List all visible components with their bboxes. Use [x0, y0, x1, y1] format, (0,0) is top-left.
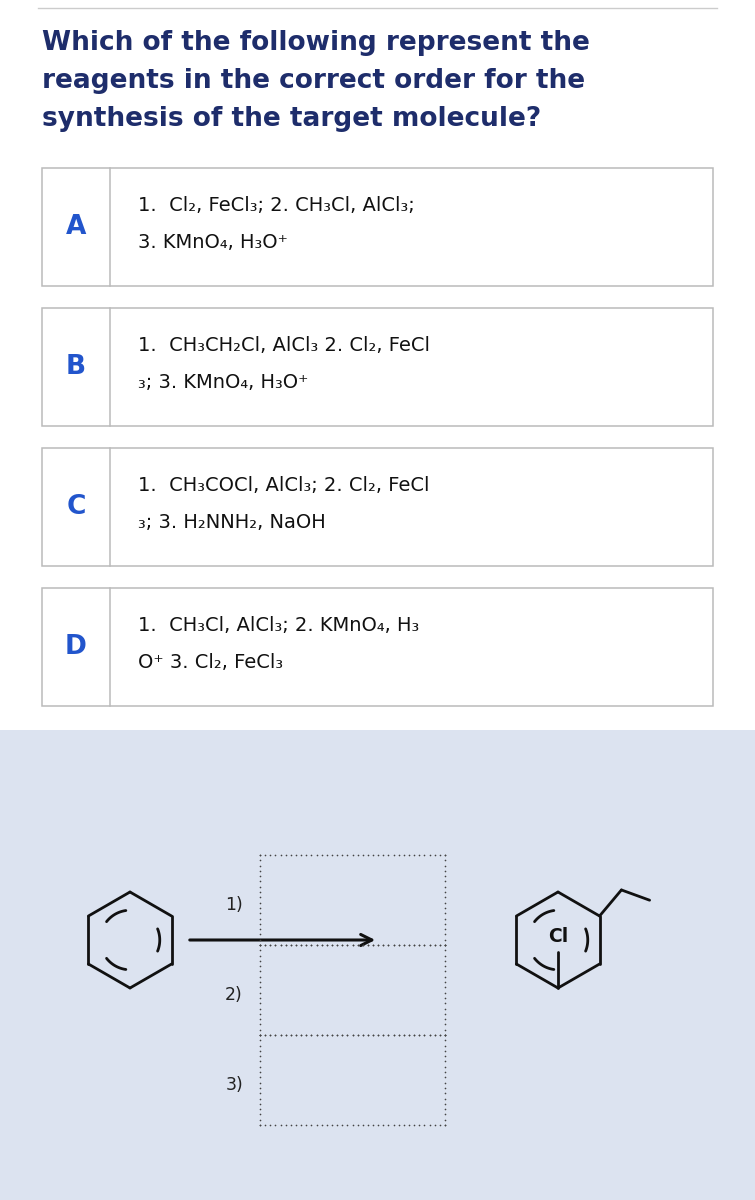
Text: 2): 2) [225, 985, 243, 1003]
Bar [42, 308, 713, 426]
Text: 3): 3) [225, 1075, 243, 1093]
Text: A: A [66, 214, 86, 240]
Bar [42, 448, 713, 566]
Text: Which of the following represent the: Which of the following represent the [42, 30, 590, 56]
Text: 1.  Cl₂, FeCl₃; 2. CH₃Cl, AlCl₃;: 1. Cl₂, FeCl₃; 2. CH₃Cl, AlCl₃; [138, 197, 414, 215]
Text: ₃; 3. H₂NNH₂, NaOH: ₃; 3. H₂NNH₂, NaOH [138, 512, 325, 532]
Text: 1.  CH₃Cl, AlCl₃; 2. KMnO₄, H₃: 1. CH₃Cl, AlCl₃; 2. KMnO₄, H₃ [138, 617, 419, 635]
Text: C: C [66, 494, 85, 520]
Text: B: B [66, 354, 86, 380]
Text: 1.  CH₃CH₂Cl, AlCl₃ 2. Cl₂, FeCl: 1. CH₃CH₂Cl, AlCl₃ 2. Cl₂, FeCl [138, 336, 430, 355]
Bar [42, 588, 713, 706]
Text: D: D [65, 634, 87, 660]
Text: Cl: Cl [548, 926, 568, 946]
Text: synthesis of the target molecule?: synthesis of the target molecule? [42, 106, 541, 132]
Text: ₃; 3. KMnO₄, H₃O⁺: ₃; 3. KMnO₄, H₃O⁺ [138, 373, 308, 392]
Text: O⁺ 3. Cl₂, FeCl₃: O⁺ 3. Cl₂, FeCl₃ [138, 653, 283, 672]
Text: 1.  CH₃COCl, AlCl₃; 2. Cl₂, FeCl: 1. CH₃COCl, AlCl₃; 2. Cl₂, FeCl [138, 476, 430, 496]
Text: 1): 1) [225, 895, 243, 913]
Bar [42, 168, 713, 286]
Text: reagents in the correct order for the: reagents in the correct order for the [42, 68, 585, 94]
Text: 3. KMnO₄, H₃O⁺: 3. KMnO₄, H₃O⁺ [138, 233, 288, 252]
Bar [0, 730, 755, 1200]
